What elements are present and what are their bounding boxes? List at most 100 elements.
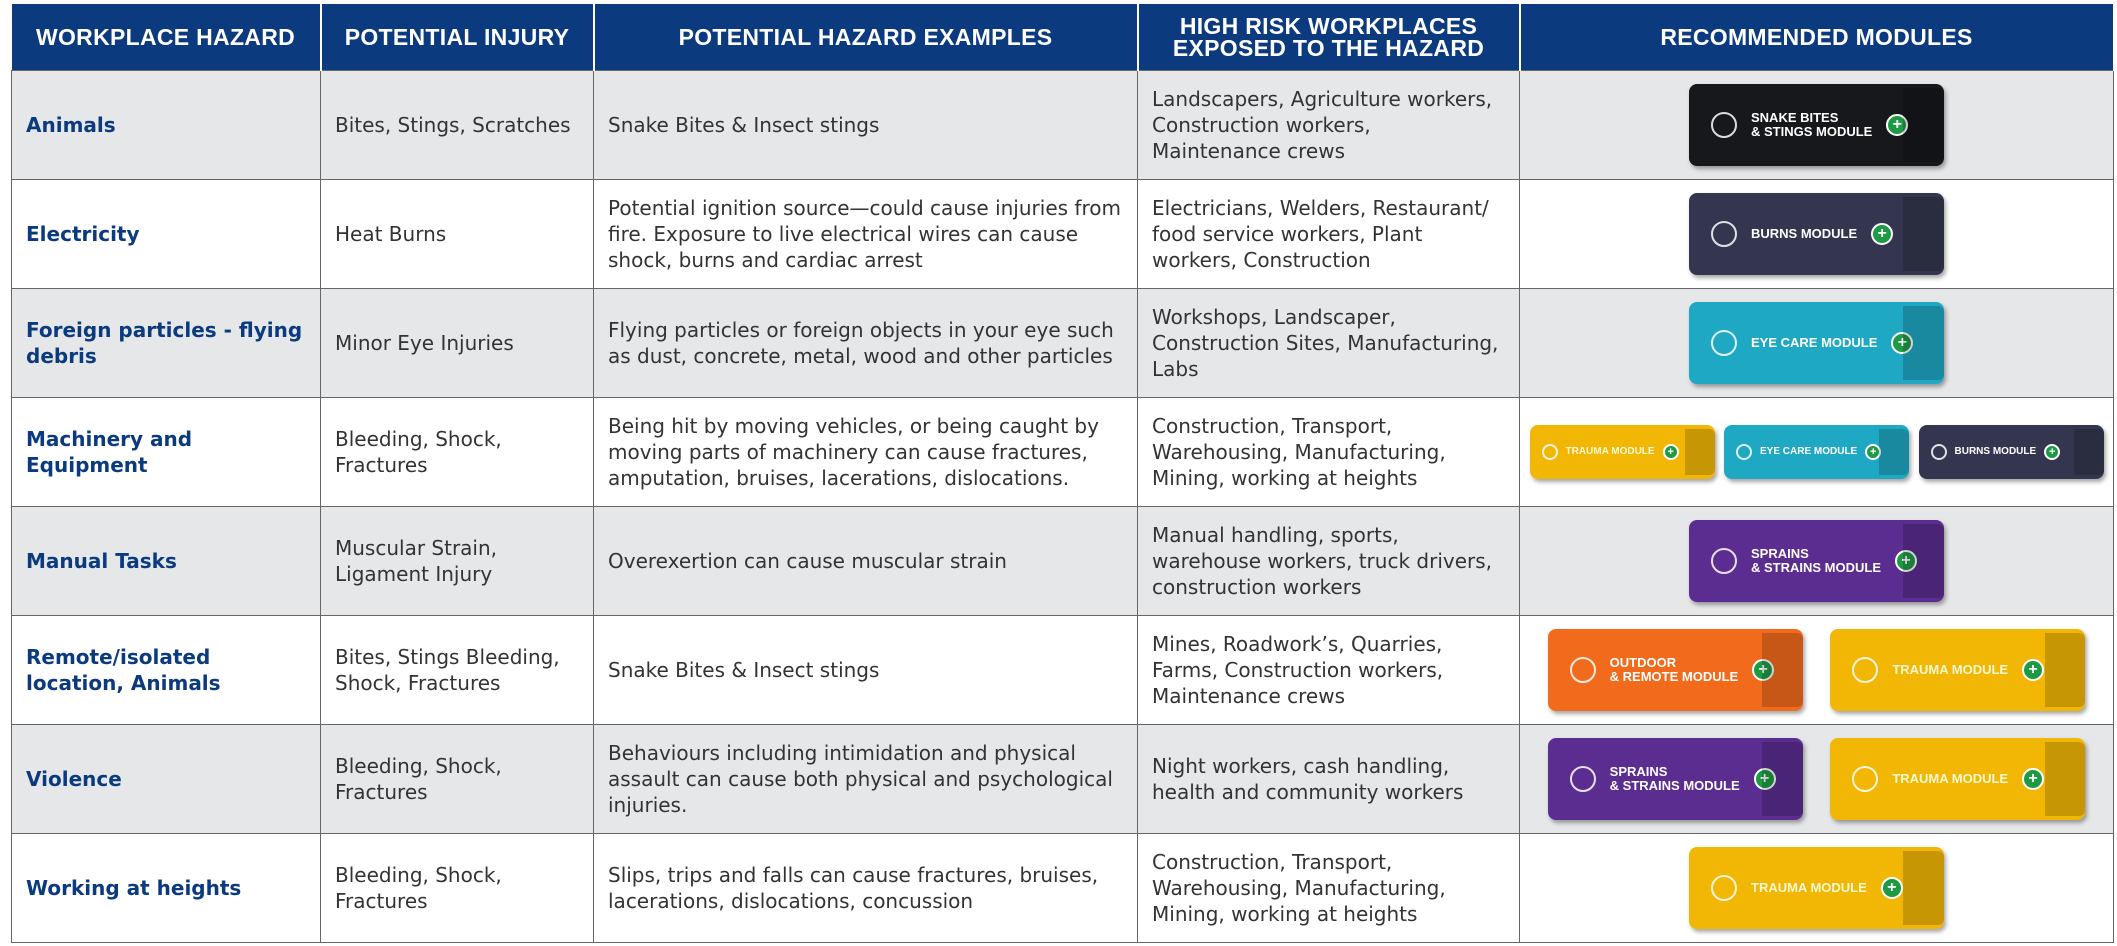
module-group: TRAUMA MODULE + EYE CARE MODULE + BURNS MODU… xyxy=(1520,398,2113,506)
plus-badge: + xyxy=(1752,659,1775,681)
module-icon xyxy=(1852,657,1879,683)
column-header: POTENTIAL INJURY xyxy=(320,4,595,71)
module-label-line: EYE CARE MODULE xyxy=(1751,335,1878,351)
injury-cell: Bites, Stings, Scratches xyxy=(320,70,594,180)
module-pouch: TRAUMA MODULE + xyxy=(1830,629,2086,711)
module-group: TRAUMA MODULE + xyxy=(1520,834,2113,942)
module-icon xyxy=(1541,444,1558,460)
examples-cell: Slips, trips and falls can cause fractur… xyxy=(593,833,1138,943)
hazard-cell: Violence xyxy=(11,724,321,834)
workplaces-cell: Workshops, Landscaper, Construction Site… xyxy=(1137,288,1520,398)
table-row: Working at heights Bleeding, Shock, Fract… xyxy=(11,833,2114,943)
module-label-line: SPRAINS xyxy=(1609,764,1668,780)
module-label: TRAUMA MODULE xyxy=(1892,772,2008,786)
module-pouch: TRAUMA MODULE + xyxy=(1529,425,1715,479)
module-label: BURNS MODULE xyxy=(1954,445,2037,458)
module-label: BURNS MODULE xyxy=(1751,227,1857,241)
workplaces-cell: Landscapers, Agriculture workers, Constr… xyxy=(1137,70,1520,180)
hazard-table: WORKPLACE HAZARD POTENTIAL INJURY POTENTIA… xyxy=(11,4,2115,943)
table-row: Remote/isolated location, Animals Bites, … xyxy=(11,615,2114,725)
module-icon xyxy=(1930,444,1947,460)
workplaces-cell: Mines, Roadwork’s, Quarries, Farms, Cons… xyxy=(1137,615,1520,725)
module-icon xyxy=(1569,657,1596,683)
plus-badge: + xyxy=(1891,332,1914,354)
pouch-flap xyxy=(1903,851,1944,925)
module-icon xyxy=(1711,330,1737,356)
injury-cell: Bleeding, Shock, Fractures xyxy=(320,397,594,507)
module-label-line: & STRAINS MODULE xyxy=(1609,778,1740,793)
hazard-cell: Manual Tasks xyxy=(11,506,321,616)
plus-badge: + xyxy=(2044,444,2061,460)
module-pouch: SPRAINS & STRAINS MODULE + xyxy=(1689,520,1944,602)
module-group: SNAKE BITES & STINGS MODULE + xyxy=(1520,71,2113,179)
module-pouch: TRAUMA MODULE + xyxy=(1689,847,1944,929)
pouch-flap xyxy=(1761,742,1803,816)
hazard-cell: Electricity xyxy=(11,179,321,289)
pouch-flap xyxy=(1903,88,1944,162)
module-group: OUTDOOR & REMOTE MODULE + TRAUMA MODULE + xyxy=(1520,616,2113,724)
plus-badge: + xyxy=(1662,444,1679,460)
pouch-flap xyxy=(1761,633,1803,707)
table-body: Animals Bites, Stings, Scratches Snake Bit… xyxy=(11,70,2114,943)
header-row: WORKPLACE HAZARD POTENTIAL INJURY POTENTIA… xyxy=(11,4,2115,71)
workplaces-cell: Construction, Transport, Warehousing, Ma… xyxy=(1137,833,1520,943)
plus-badge: + xyxy=(2022,659,2045,681)
module-icon xyxy=(1711,875,1737,901)
module-icon xyxy=(1736,444,1752,460)
pouch-flap xyxy=(1903,306,1944,380)
examples-cell: Potential ignition source—could cause in… xyxy=(593,179,1138,289)
module-label-line: TRAUMA MODULE xyxy=(1565,445,1655,457)
module-pouch: SPRAINS & STRAINS MODULE + xyxy=(1547,738,1803,820)
module-label-line: TRAUMA MODULE xyxy=(1892,662,2009,678)
plus-badge: + xyxy=(1871,223,1894,245)
modules-cell: SPRAINS & STRAINS MODULE + TRAUMA MODULE + xyxy=(1519,724,2114,834)
workplaces-cell: Electricians, Welders, Restaurant/ food … xyxy=(1137,179,1520,289)
modules-cell: SPRAINS & STRAINS MODULE + xyxy=(1519,506,2114,616)
hazard-cell: Remote/isolated location, Animals xyxy=(11,615,321,725)
modules-cell: TRAUMA MODULE + xyxy=(1519,833,2114,943)
module-label-line: TRAUMA MODULE xyxy=(1892,771,2009,787)
module-group: EYE CARE MODULE + xyxy=(1520,289,2113,397)
module-pouch: EYE CARE MODULE + xyxy=(1724,425,1909,479)
module-label: SPRAINS & STRAINS MODULE xyxy=(1751,547,1881,574)
hazard-cell: Animals xyxy=(11,70,321,180)
examples-cell: Overexertion can cause muscular strain xyxy=(593,506,1138,616)
modules-cell: EYE CARE MODULE + xyxy=(1519,288,2114,398)
pouch-flap xyxy=(1684,429,1715,475)
column-header: RECOMMENDED MODULES xyxy=(1519,4,2115,71)
module-label-line: BURNS MODULE xyxy=(1751,226,1858,242)
module-label: TRAUMA MODULE xyxy=(1565,445,1655,458)
table-row: Violence Bleeding, Shock, Fractures Behavi… xyxy=(11,724,2114,834)
injury-cell: Bites, Stings Bleeding, Shock, Fractures xyxy=(320,615,594,725)
module-pouch: BURNS MODULE + xyxy=(1918,425,2104,479)
table-row: Manual Tasks Muscular Strain, Ligament In… xyxy=(11,506,2114,616)
injury-cell: Muscular Strain, Ligament Injury xyxy=(320,506,594,616)
modules-cell: TRAUMA MODULE + EYE CARE MODULE + BURNS MODU… xyxy=(1519,397,2114,507)
module-icon xyxy=(1711,112,1737,138)
module-group: SPRAINS & STRAINS MODULE + xyxy=(1520,507,2113,615)
module-label-line: BURNS MODULE xyxy=(1954,445,2037,457)
module-label: OUTDOOR & REMOTE MODULE xyxy=(1610,656,1739,683)
module-label: SNAKE BITES & STINGS MODULE xyxy=(1751,111,1872,138)
module-label-line: TRAUMA MODULE xyxy=(1751,880,1867,896)
column-header: WORKPLACE HAZARD xyxy=(11,4,322,71)
hazard-cell: Foreign particles - flying debris xyxy=(11,288,321,398)
module-pouch: OUTDOOR & REMOTE MODULE + xyxy=(1547,629,1803,711)
module-icon xyxy=(1711,221,1737,247)
module-pouch: EYE CARE MODULE + xyxy=(1689,302,1944,384)
pouch-flap xyxy=(2044,633,2086,707)
hazard-cell: Working at heights xyxy=(11,833,321,943)
module-label: TRAUMA MODULE xyxy=(1892,663,2008,677)
module-icon xyxy=(1711,548,1737,574)
module-label-line: & STINGS MODULE xyxy=(1751,124,1873,139)
module-label-line: & REMOTE MODULE xyxy=(1609,669,1739,684)
hazard-cell: Machinery and Equipment xyxy=(11,397,321,507)
pouch-flap xyxy=(1903,197,1944,271)
injury-cell: Minor Eye Injuries xyxy=(320,288,594,398)
examples-cell: Flying particles or foreign objects in y… xyxy=(593,288,1138,398)
module-label-line: & STRAINS MODULE xyxy=(1751,560,1881,575)
module-group: BURNS MODULE + xyxy=(1520,180,2113,288)
pouch-flap xyxy=(2073,429,2104,475)
pouch-flap xyxy=(1879,429,1909,475)
